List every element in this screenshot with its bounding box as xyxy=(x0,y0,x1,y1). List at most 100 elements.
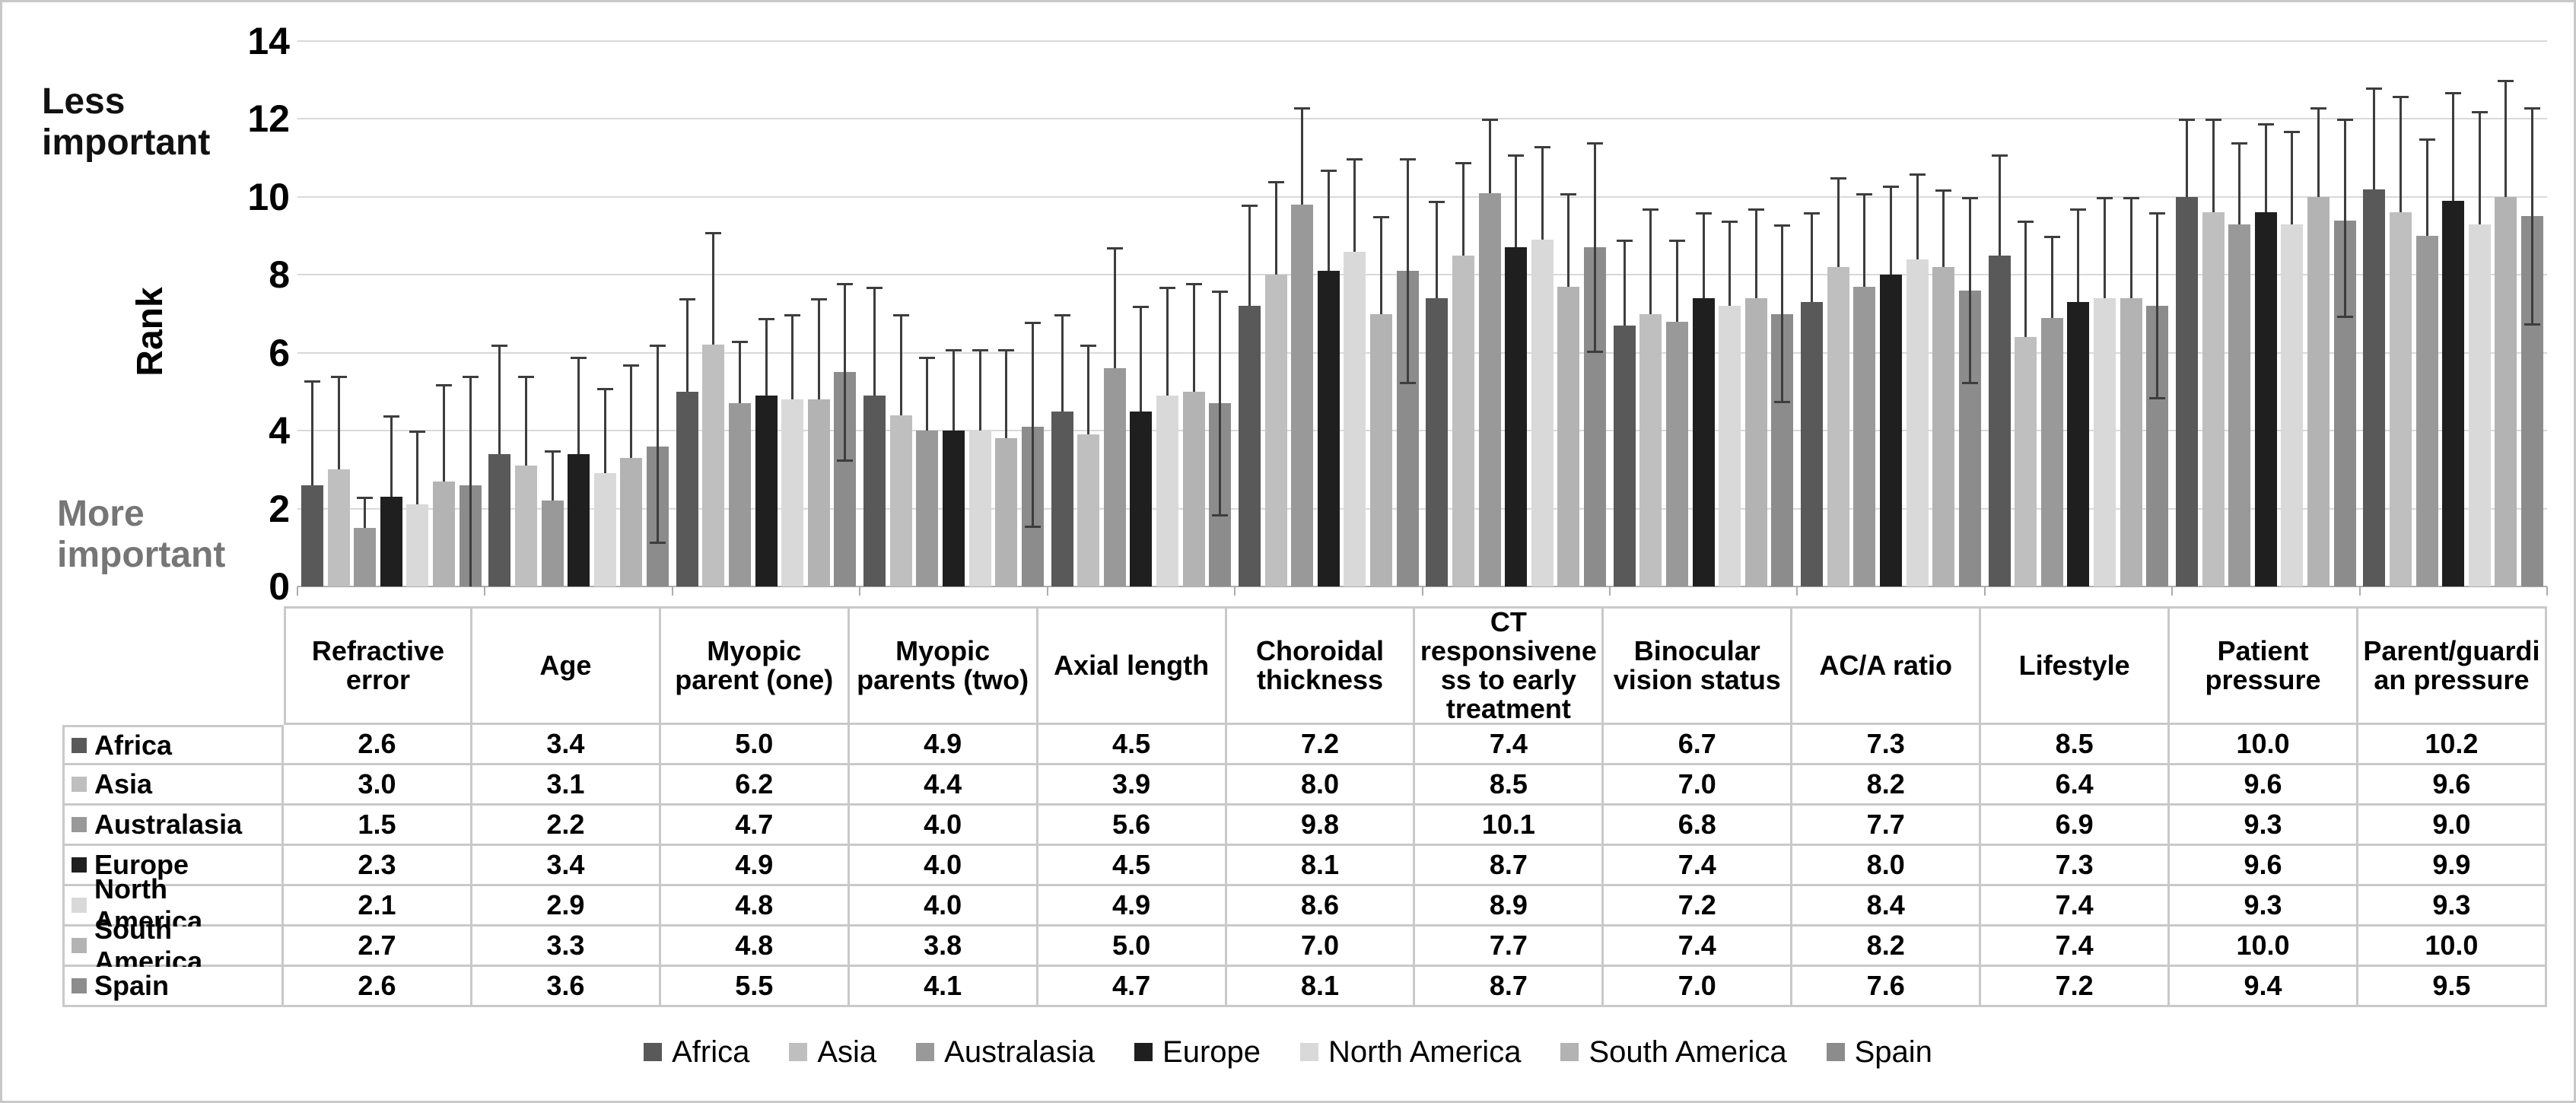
table-value-cell: 8.6 xyxy=(1226,886,1416,927)
error-bar-line xyxy=(1728,220,1732,307)
error-bar-cap-top xyxy=(1883,185,1900,188)
error-bar-line xyxy=(2077,208,2080,303)
table-value-cell: 4.0 xyxy=(849,886,1038,927)
table-value-cell: 9.4 xyxy=(2170,967,2358,1007)
table-row-header: Australasia xyxy=(62,806,284,846)
gridline xyxy=(297,351,2547,354)
table-value-cell: 9.0 xyxy=(2358,806,2547,846)
table-value-cell: 8.5 xyxy=(1981,725,2171,765)
annotation-more-important: More important xyxy=(57,494,226,575)
column-header: Myopic parent (one) xyxy=(660,606,850,725)
error-bar-cap-bottom xyxy=(2336,315,2353,318)
category-tick xyxy=(484,586,486,596)
bar-europe xyxy=(2254,212,2277,586)
table-value-cell: 9.5 xyxy=(2358,967,2547,1007)
error-bar-cap-top xyxy=(1372,216,1389,219)
table-value-cell: 7.4 xyxy=(1981,886,2171,927)
error-bar-cap-top xyxy=(1481,119,1498,122)
error-bar-line xyxy=(2504,80,2508,197)
legend-label: Africa xyxy=(672,1035,750,1069)
table-value-cell: 4.0 xyxy=(849,806,1038,846)
error-bar-cap-top xyxy=(1695,212,1712,215)
error-bar-cap-top xyxy=(705,231,722,234)
table-value-cell: 2.7 xyxy=(284,927,472,967)
error-bar-line xyxy=(1166,286,1169,396)
bar-australasia xyxy=(1103,368,1126,586)
legend-entry: South America xyxy=(1560,1035,1787,1070)
row-label: Asia xyxy=(94,768,153,799)
error-bar-line xyxy=(1488,119,1491,193)
bar-north-america xyxy=(2094,298,2116,586)
error-bar-cap-bottom xyxy=(649,541,666,544)
legend-swatch xyxy=(1560,1043,1579,1061)
error-bar-cap-top xyxy=(1185,282,1202,285)
legend-entry: Spain xyxy=(1826,1035,1932,1070)
error-bar-line xyxy=(1219,290,1222,517)
error-bar-line xyxy=(1916,173,1919,259)
error-bar-cap-top xyxy=(1508,154,1525,157)
bar-north-america xyxy=(1344,251,1366,586)
legend: Africa Asia Australasia Europe North America… xyxy=(2,1031,2574,1073)
error-bar-line xyxy=(1623,240,1626,326)
legend-entry: Africa xyxy=(644,1035,749,1070)
bar-south-america xyxy=(995,438,1018,586)
table-corner-blank xyxy=(62,606,284,725)
error-bar-cap-top xyxy=(571,356,587,359)
error-bar-line xyxy=(978,348,981,431)
error-bar-cap-top xyxy=(837,282,854,285)
row-label: Africa xyxy=(94,729,173,761)
category-tick xyxy=(859,586,861,596)
gridline xyxy=(297,40,2547,42)
error-bar-cap-top xyxy=(357,497,374,500)
error-bar-cap-top xyxy=(1294,107,1311,110)
bar-australasia xyxy=(1291,205,1314,586)
bar-africa xyxy=(2176,196,2199,586)
error-bar-line xyxy=(2478,111,2481,224)
bar-group xyxy=(2360,41,2547,586)
bar-africa xyxy=(1051,411,1073,586)
legend-label: Asia xyxy=(817,1035,877,1069)
bar-asia xyxy=(2202,212,2225,586)
table-value-cell: 6.4 xyxy=(1981,765,2171,806)
error-bar-line xyxy=(1702,212,1705,299)
table-value-cell: 9.3 xyxy=(2358,886,2547,927)
table-value-cell: 10.0 xyxy=(2170,725,2358,765)
bar-australasia xyxy=(728,403,751,586)
legend-swatch xyxy=(644,1043,663,1061)
error-bar-cap-top xyxy=(1830,177,1846,180)
error-bar-cap-top xyxy=(1560,192,1577,195)
error-bar-line xyxy=(1837,177,1840,268)
error-bar-line xyxy=(685,298,689,392)
bar-europe xyxy=(755,396,778,586)
error-bar-line xyxy=(1594,142,1596,353)
error-bar-cap-top xyxy=(1320,170,1337,173)
bar-asia xyxy=(1452,255,1474,586)
error-bar-line xyxy=(926,356,929,431)
row-label: Australasia xyxy=(94,809,243,840)
bar-asia xyxy=(889,415,912,586)
error-bar-line xyxy=(1379,216,1382,314)
y-tick-label: 6 xyxy=(269,331,290,374)
y-tick-label: 4 xyxy=(269,409,290,453)
error-bar-cap-top xyxy=(2257,122,2274,126)
category-tick xyxy=(1983,586,1986,596)
error-bar-line xyxy=(1968,196,1971,384)
error-bar-cap-top xyxy=(2149,212,2166,215)
table-value-cell: 7.0 xyxy=(1226,927,1416,967)
error-bar-line xyxy=(551,450,554,501)
table-value-cell: 9.9 xyxy=(2358,846,2547,886)
table-value-cell: 4.5 xyxy=(1038,725,1227,765)
error-bar-cap-top xyxy=(2231,142,2248,145)
error-bar-line xyxy=(2425,138,2428,237)
error-bar-cap-top xyxy=(383,415,399,418)
legend-swatch xyxy=(1134,1043,1153,1061)
bar-north-america xyxy=(1906,259,1929,586)
error-bar-cap-top xyxy=(2524,107,2541,110)
table-value-cell: 4.9 xyxy=(660,846,850,886)
error-bar-cap-bottom xyxy=(1399,381,1416,384)
bar-north-america xyxy=(1531,240,1554,586)
table-value-cell: 3.8 xyxy=(849,927,1038,967)
error-bar-cap-bottom xyxy=(1587,350,1603,353)
column-header: Myopic parents (two) xyxy=(849,606,1038,725)
